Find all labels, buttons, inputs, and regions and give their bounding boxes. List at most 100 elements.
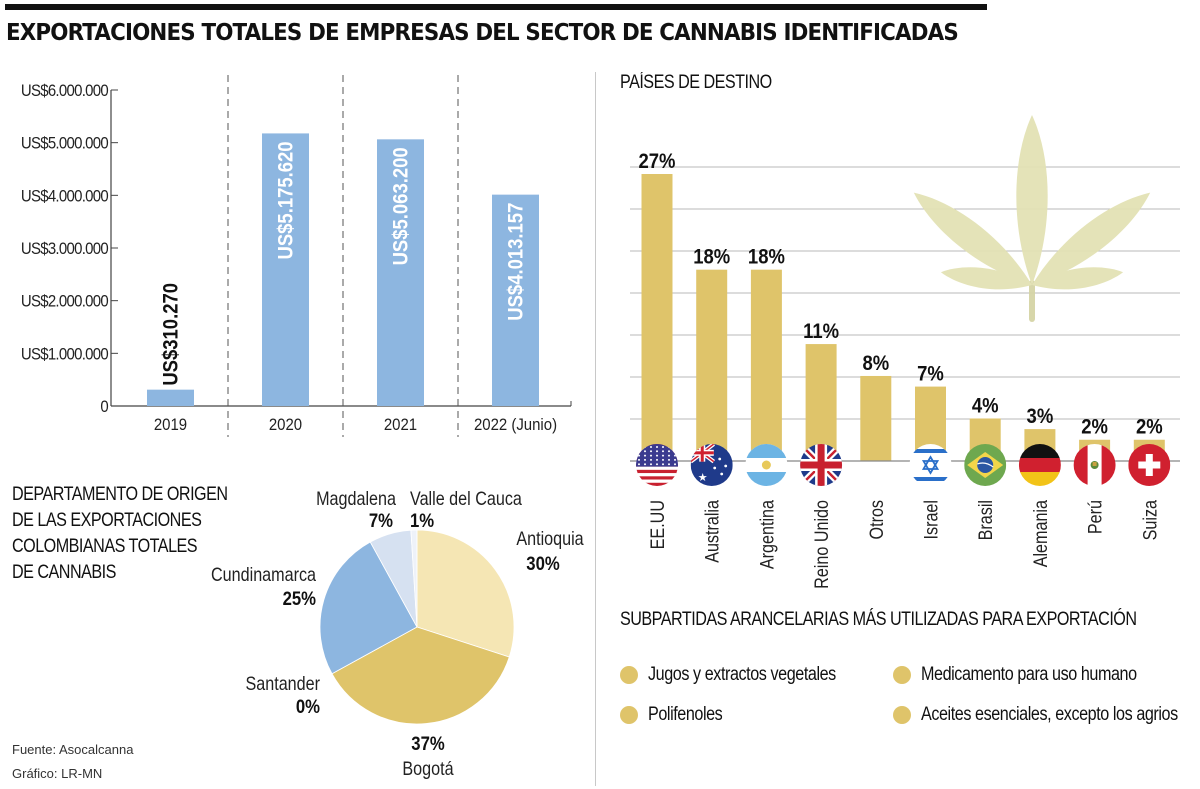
y-tick-label: US$5.000.000 [21, 135, 109, 153]
y-tick-label: US$3.000.000 [21, 240, 109, 258]
pie-label: Santander [245, 673, 320, 695]
destination-title: PAÍSES DE DESTINO [620, 72, 772, 93]
leaf-blade [940, 267, 1032, 290]
star [650, 446, 652, 448]
star [656, 450, 658, 453]
x-tick-label: 2021 [384, 416, 417, 434]
band [1101, 444, 1116, 486]
star [724, 464, 728, 468]
star [650, 463, 652, 466]
legend-label: Polifenoles [648, 704, 723, 725]
star [662, 450, 664, 453]
pie-value-label: 0% [296, 696, 320, 717]
australia-flag-icon: ★ [690, 444, 733, 486]
bar-Otros [860, 375, 892, 461]
country-label: Australia [701, 500, 723, 563]
star [674, 454, 676, 457]
band [745, 472, 788, 486]
star [668, 463, 670, 466]
pie-value-label: 37% [411, 733, 445, 754]
cross [800, 461, 843, 469]
bar-value-label: 3% [1027, 405, 1054, 428]
star [638, 446, 640, 448]
star [921, 455, 940, 470]
star [650, 450, 652, 453]
star [656, 458, 658, 461]
stripe [636, 469, 678, 474]
star [656, 446, 658, 448]
leaf-blade [1032, 267, 1124, 290]
bar-value-label: 27% [639, 150, 676, 173]
y-tick-label: 0 [100, 398, 108, 416]
pie-slice-Antioquia [416, 529, 515, 658]
pie-value-label: 25% [283, 588, 317, 609]
peru-flag-icon [1073, 444, 1116, 486]
pie-slice-Bogotá [331, 626, 510, 725]
star [638, 450, 640, 453]
pie-label: Magdalena [316, 488, 396, 510]
star [668, 454, 670, 457]
cross [1138, 461, 1161, 469]
pie-title: DEPARTAMENTO DE ORIGEN DE LAS EXPORTACIO… [12, 482, 228, 586]
bar-2021 [377, 139, 424, 406]
legend-dot-icon [620, 706, 638, 724]
page-title: EXPORTACIONES TOTALES DE EMPRESAS DEL SE… [6, 20, 959, 46]
leaf-blade [1016, 115, 1048, 285]
star [718, 457, 722, 461]
section-divider [595, 72, 596, 786]
country-label: Brasil [975, 500, 997, 540]
brazil-flag-icon [964, 444, 1007, 486]
switzerland-flag-icon [1128, 444, 1171, 486]
star [638, 454, 640, 457]
x-tick-label: 2019 [154, 416, 187, 434]
band [976, 462, 994, 468]
stripe [636, 482, 678, 486]
star [720, 472, 724, 476]
bar-value-label: 2% [1081, 416, 1108, 439]
destination-countries-chart: 27% EE.UU 18% Australia 18% Argentina 11% Reino… [630, 115, 1180, 589]
graphic-credit: Gráfico: LR-MN [12, 766, 103, 781]
legend-label: Jugos y extractos vegetales [648, 664, 836, 685]
star [662, 458, 664, 461]
band [1018, 458, 1061, 473]
bar-value-label: 18% [693, 246, 730, 269]
star [656, 463, 658, 466]
star [662, 446, 664, 448]
star [644, 450, 646, 453]
pie-label: Cundinamarca [211, 564, 316, 586]
stripe [636, 479, 678, 484]
legend-dot-icon [893, 706, 911, 724]
legend-item: Aceites esenciales, excepto los agrios [893, 704, 1200, 726]
header-rule [5, 4, 987, 10]
y-tick-label: US$6.000.000 [21, 82, 109, 100]
pie-label: Antioquia [516, 528, 583, 550]
y-tick-label: US$2.000.000 [21, 293, 109, 311]
country-label: Israel [920, 500, 942, 539]
israel-flag-icon [909, 444, 952, 486]
cannabis-leaf-icon [913, 115, 1151, 322]
bar-2022 (Junio) [492, 194, 539, 406]
pie-title-line: COLOMBIANAS TOTALES [12, 536, 198, 557]
pie-title-line: DE CANNABIS [12, 562, 116, 583]
stripe [636, 473, 678, 477]
bar-value-label: 8% [862, 352, 889, 375]
pie-label: Bogotá [402, 758, 453, 780]
star [644, 454, 646, 457]
star [656, 454, 658, 457]
uk-flag-icon [800, 444, 843, 486]
bar-value-label: 18% [748, 246, 785, 269]
pie-title-line: DEPARTAMENTO DE ORIGEN [12, 484, 228, 505]
star: ★ [698, 472, 708, 484]
legend-item: Polifenoles [620, 704, 735, 726]
exports-by-year-chart: 0 US$1.000.000 US$2.000.000 US$3.000.000 US$… [21, 75, 572, 437]
country-label: Reino Unido [811, 500, 833, 589]
star [644, 458, 646, 461]
star [644, 463, 646, 466]
legend-dot-icon [620, 666, 638, 684]
pie-value-label: 1% [410, 510, 434, 531]
star [674, 450, 676, 453]
bar-value-label: 4% [972, 394, 999, 417]
star [638, 458, 640, 461]
pie-slice-Valle del Cauca [410, 529, 418, 628]
